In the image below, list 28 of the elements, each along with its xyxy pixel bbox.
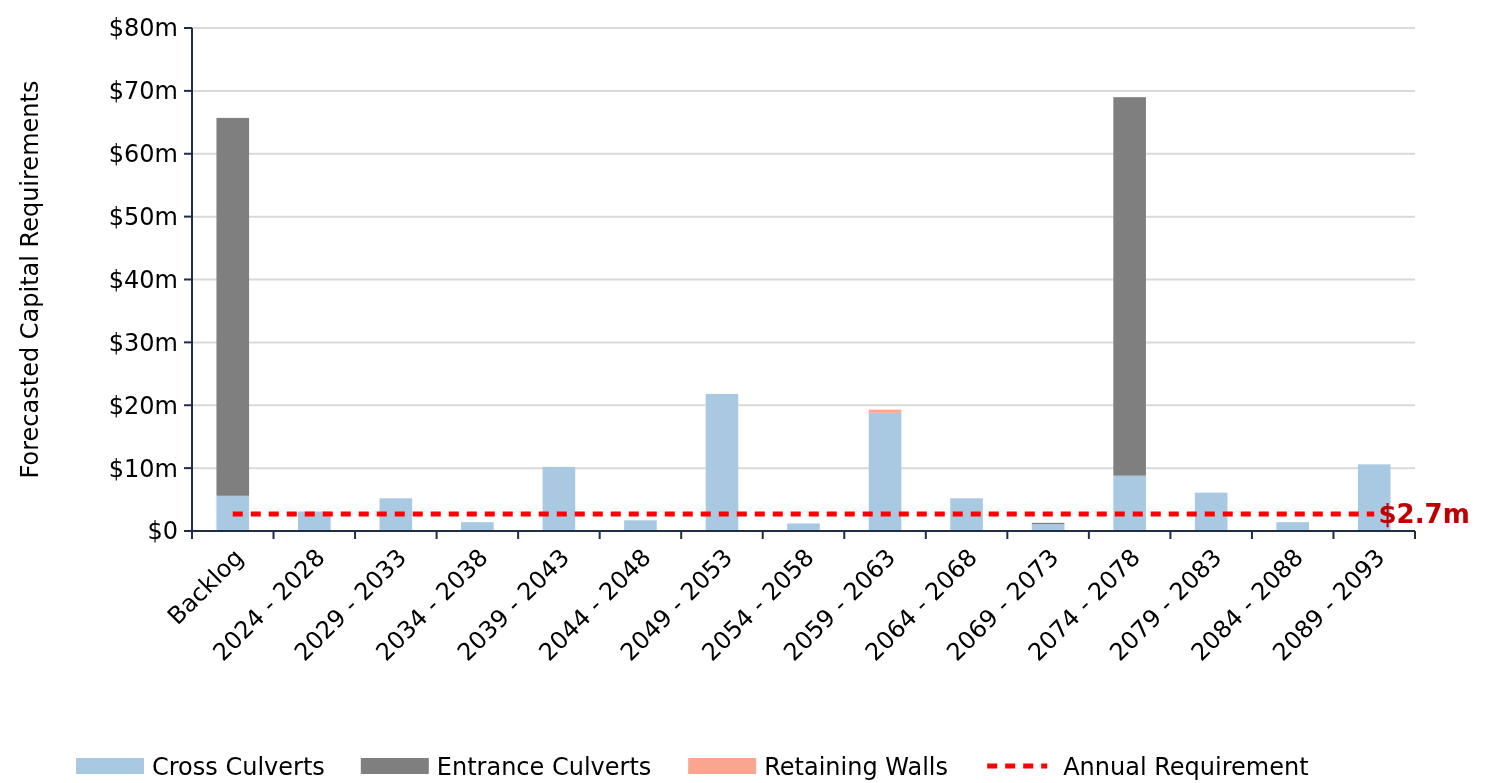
bar <box>705 393 739 531</box>
y-tick-label: $80m <box>108 14 178 43</box>
y-tick-label: $50m <box>108 203 178 232</box>
y-tick-label: $30m <box>108 328 178 357</box>
bar <box>624 520 657 531</box>
bar <box>950 498 983 531</box>
y-tick-label: $60m <box>108 140 178 169</box>
bar <box>1113 475 1146 531</box>
y-tick-label: $20m <box>108 391 178 420</box>
bar <box>216 117 250 496</box>
y-tick-label: $10m <box>108 454 178 483</box>
bar <box>1113 97 1146 476</box>
bar <box>216 495 250 531</box>
legend-label: Retaining Walls <box>764 753 949 781</box>
legend-label: Cross Culverts <box>152 753 325 781</box>
bar <box>542 466 576 531</box>
y-tick-label: $70m <box>108 77 178 106</box>
y-tick-label: $40m <box>108 265 178 294</box>
bar <box>787 523 820 531</box>
bar <box>868 409 902 413</box>
bar <box>1276 522 1309 531</box>
bar <box>868 412 902 531</box>
y-tick-label: $0 <box>147 517 178 546</box>
y-axis-title: Forecasted Capital Requirements <box>16 80 44 479</box>
bar <box>461 522 494 531</box>
annotation: $2.7m <box>1378 499 1470 530</box>
legend-label: Annual Requirement <box>1063 753 1309 781</box>
legend-label: Entrance Culverts <box>436 753 652 781</box>
